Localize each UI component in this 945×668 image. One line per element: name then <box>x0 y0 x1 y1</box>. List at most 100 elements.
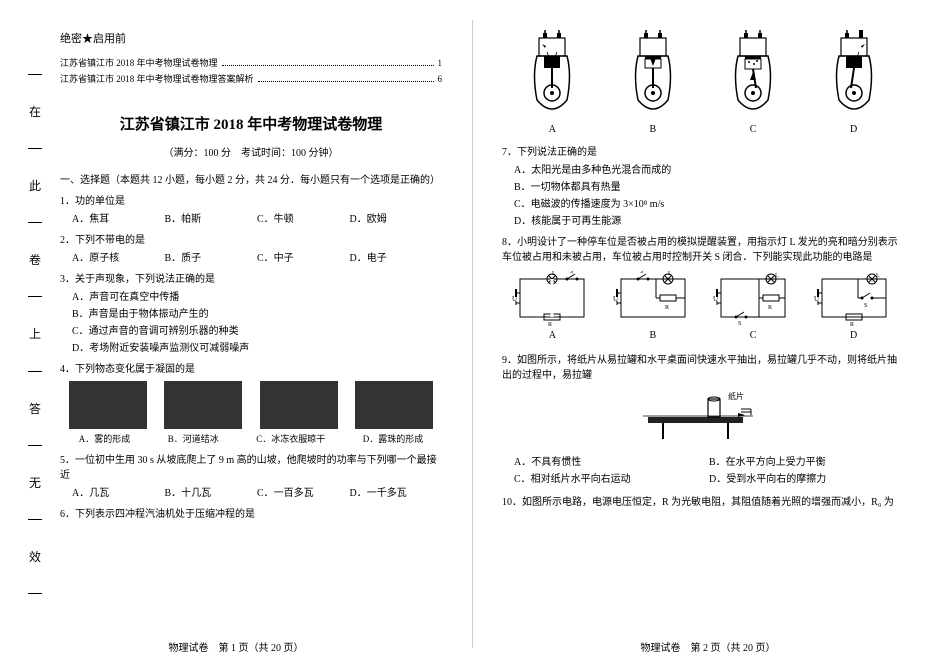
q4-lbl-c: C．冰冻衣服晾干 <box>256 433 325 447</box>
q1-stem: 1．功的单位是 <box>60 194 442 209</box>
toc-page: 1 <box>438 58 443 68</box>
svg-text:L: L <box>552 271 556 277</box>
q7-opt-b: B．一切物体都具有热量 <box>514 180 904 195</box>
svg-text:U: U <box>713 295 718 303</box>
circuit-c: U L R S <box>713 271 793 326</box>
q4-img-d <box>355 381 433 429</box>
svg-text:L: L <box>876 273 880 279</box>
q9-opt-c: C．相对纸片水平向右运动 <box>514 472 709 487</box>
q9-options: A．不具有惯性 B．在水平方向上受力平衡 C．相对纸片水平向右运动 D．受到水平… <box>514 455 904 489</box>
engine-b-icon <box>618 30 688 120</box>
margin-char: 上 <box>29 325 41 342</box>
margin-tick <box>28 445 42 446</box>
binding-margin: 在 此 卷 上 答 无 效 <box>20 0 50 668</box>
circuit-c-icon: U L R S <box>713 271 793 326</box>
svg-text:R: R <box>665 305 669 311</box>
question-3: 3．关于声现象，下列说法正确的是 A．声音可在真空中传播 B．声音是由于物体振动… <box>60 272 442 356</box>
svg-text:R: R <box>850 322 854 326</box>
q1-opt-a: A．焦耳 <box>72 212 165 227</box>
toc-page: 6 <box>438 74 443 84</box>
margin-char: 无 <box>29 474 41 491</box>
engine-diagrams <box>502 30 904 120</box>
q5-opt-c: C．一百多瓦 <box>257 486 350 501</box>
left-page: 在 此 卷 上 答 无 效 绝密★启用前 江苏省镇江市 2018 年中考物理试卷… <box>0 0 472 668</box>
q4-img-a <box>69 381 147 429</box>
q9-stem: 9．如图所示，将纸片从易拉罐和水平桌面间快速水平抽出，易拉罐几乎不动，则将纸片抽… <box>502 353 904 383</box>
footer-right: 物理试卷 第 2 页（共 20 页） <box>472 639 944 654</box>
q3-stem: 3．关于声现象，下列说法正确的是 <box>60 272 442 287</box>
question-1: 1．功的单位是 A．焦耳 B．帕斯 C．牛顿 D．欧姆 <box>60 194 442 227</box>
q2-opt-a: A．原子核 <box>72 251 165 266</box>
margin-tick <box>28 296 42 297</box>
q3-options: A．声音可在真空中传播 B．声音是由于物体振动产生的 C．通过声音的音调可辨别乐… <box>72 290 442 356</box>
engine-a-icon <box>517 30 587 120</box>
engine-b <box>618 30 688 120</box>
q4-img-c <box>260 381 338 429</box>
question-6: 6．下列表示四冲程汽油机处于压缩冲程的是 <box>60 507 442 522</box>
q9-opt-a: A．不具有惯性 <box>514 455 709 470</box>
circuit-diagrams: U L S R U S L <box>502 271 904 326</box>
q7-stem: 7．下列说法正确的是 <box>502 145 904 160</box>
question-8: 8．小明设计了一种停车位是否被占用的模拟提醒装置，用指示灯 L 发光的亮和暗分别… <box>502 235 904 343</box>
margin-tick <box>28 148 42 149</box>
question-2: 2．下列不带电的是 A．原子核 B．质子 C．中子 D．电子 <box>60 233 442 266</box>
svg-text:L: L <box>668 271 672 277</box>
q4-stem: 4．下列物态变化属于凝固的是 <box>60 362 442 377</box>
section-head: 一、选择题（本题共 12 小题，每小题 2 分，共 24 分．每小题只有一个选项… <box>60 171 442 186</box>
q1-opt-b: B．帕斯 <box>165 212 258 227</box>
engine-c <box>718 30 788 120</box>
circuit-a-icon: U L S R <box>512 271 592 326</box>
svg-text:U: U <box>814 295 819 303</box>
q5-opt-d: D．一千多瓦 <box>350 486 443 501</box>
q9-figure: 纸片 <box>502 389 904 449</box>
margin-char: 此 <box>29 177 41 194</box>
question-7: 7．下列说法正确的是 A．太阳光是由多种色光混合而成的 B．一切物体都具有热量 … <box>502 145 904 229</box>
q3-opt-d: D．考场附近安装噪声监测仪可减弱噪声 <box>72 341 442 356</box>
q4-images <box>60 381 442 429</box>
q1-opt-c: C．牛顿 <box>257 212 350 227</box>
right-page: A B C D 7．下列说法正确的是 A．太阳光是由多种色光混合而成的 B．一切… <box>472 0 944 668</box>
q7-opt-c: C．电磁波的传播速度为 3×10⁸ m/s <box>514 197 904 212</box>
q9-fig-label: 纸片 <box>728 391 744 401</box>
toc-line: 江苏省镇江市 2018 年中考物理试卷物理 1 <box>60 56 442 69</box>
svg-text:U: U <box>512 295 517 303</box>
footer-left: 物理试卷 第 1 页（共 20 页） <box>0 639 472 654</box>
q4-img-b <box>164 381 242 429</box>
svg-text:R: R <box>768 305 772 311</box>
margin-tick <box>28 74 42 75</box>
margin-tick <box>28 371 42 372</box>
circuit-lbl-b: B <box>650 328 657 343</box>
circuit-a: U L S R <box>512 271 592 326</box>
q1-opt-d: D．欧姆 <box>350 212 443 227</box>
q4-labels: A．雾的形成 B．河道结冰 C．冰冻衣服晾干 D．露珠的形成 <box>60 433 442 447</box>
margin-tick <box>28 519 42 520</box>
q4-lbl-b: B．河道结冰 <box>168 433 219 447</box>
circuit-d: U L S R <box>814 271 894 326</box>
engine-a <box>517 30 587 120</box>
toc-title: 江苏省镇江市 2018 年中考物理试卷物理答案解析 <box>60 72 254 85</box>
margin-char: 卷 <box>29 251 41 268</box>
svg-text:L: L <box>775 273 779 279</box>
q8-stem: 8．小明设计了一种停车位是否被占用的模拟提醒装置，用指示灯 L 发光的亮和暗分别… <box>502 235 904 265</box>
q5-stem: 5．一位初中生用 30 s 从坡底爬上了 9 m 高的山坡，他爬坡时的功率与下列… <box>60 453 442 483</box>
circuit-lbl-d: D <box>850 328 857 343</box>
engine-d <box>819 30 889 120</box>
engine-c-icon <box>718 30 788 120</box>
q7-opt-d: D．核能属于可再生能源 <box>514 214 904 229</box>
circuit-d-icon: U L S R <box>814 271 894 326</box>
q10-stem: 10．如图所示电路，电源电压恒定，R 为光敏电阻，其阻值随着光照的增强而减小，R… <box>502 495 904 510</box>
q2-stem: 2．下列不带电的是 <box>60 233 442 248</box>
svg-text:S: S <box>570 271 573 275</box>
circuit-lbl-c: C <box>750 328 757 343</box>
q7-opt-a: A．太阳光是由多种色光混合而成的 <box>514 163 904 178</box>
q3-opt-c: C．通过声音的音调可辨别乐器的种类 <box>72 324 442 339</box>
question-9: 9．如图所示，将纸片从易拉罐和水平桌面间快速水平抽出，易拉罐几乎不动，则将纸片抽… <box>502 353 904 489</box>
main-title: 江苏省镇江市 2018 年中考物理试卷物理 <box>60 113 442 134</box>
q9-opt-b: B．在水平方向上受力平衡 <box>709 455 904 470</box>
toc-line: 江苏省镇江市 2018 年中考物理试卷物理答案解析 6 <box>60 72 442 85</box>
question-5: 5．一位初中生用 30 s 从坡底爬上了 9 m 高的山坡，他爬坡时的功率与下列… <box>60 453 442 501</box>
toc-dots <box>258 74 434 82</box>
q3-opt-a: A．声音可在真空中传播 <box>72 290 442 305</box>
q1-options: A．焦耳 B．帕斯 C．牛顿 D．欧姆 <box>72 212 442 227</box>
q9-figure-icon: 纸片 <box>633 389 773 444</box>
